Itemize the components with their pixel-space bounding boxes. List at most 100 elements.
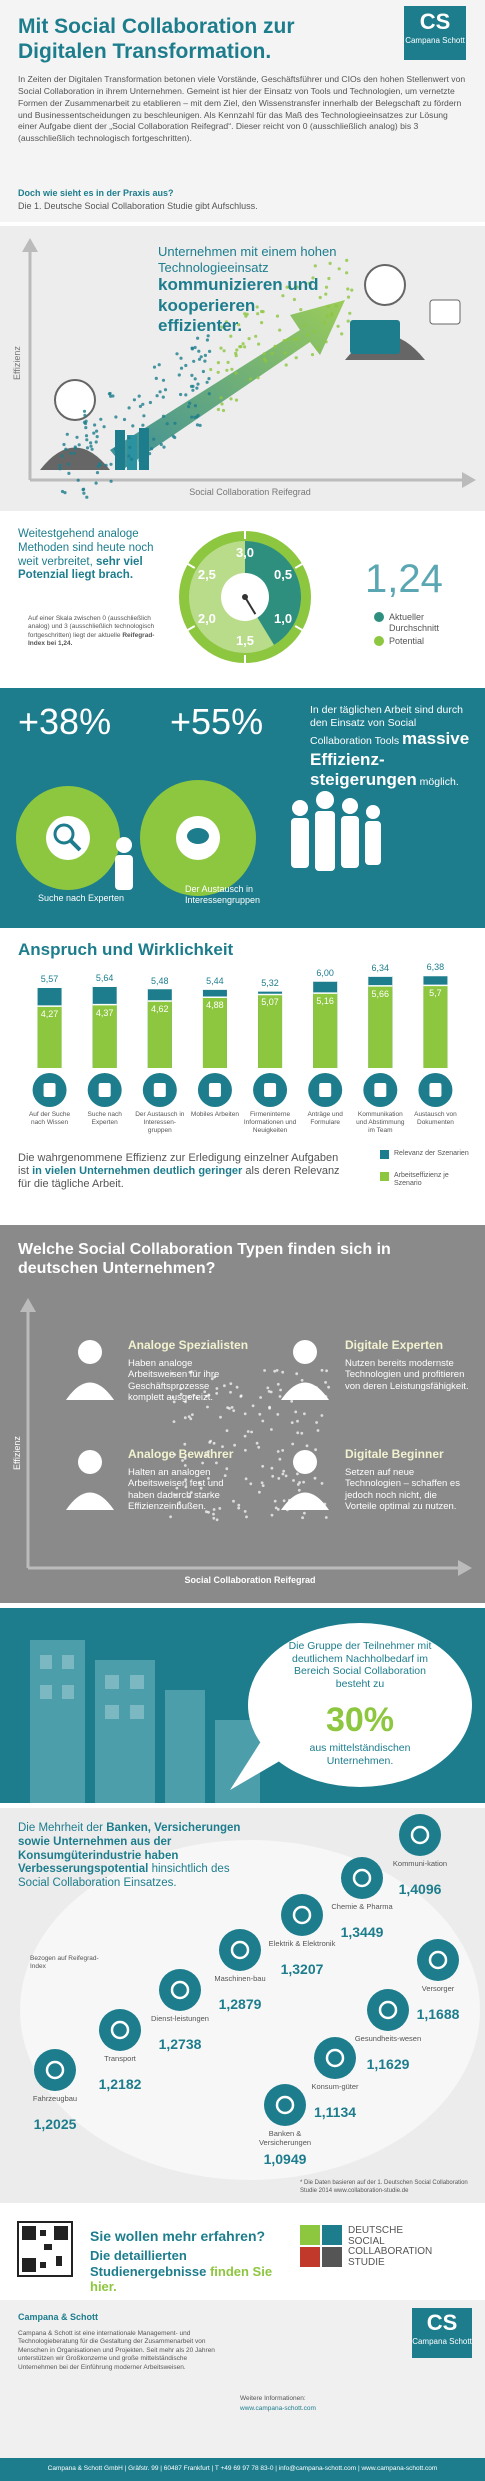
- decor-dot: [298, 1481, 301, 1484]
- decor-dot: [261, 310, 265, 314]
- decor-dot: [173, 421, 177, 425]
- decor-dot: [336, 324, 340, 328]
- decor-dot: [197, 349, 201, 353]
- decor-dot: [260, 321, 264, 325]
- industry-name: Maschinen-bau: [214, 1974, 266, 1983]
- decor-dot: [159, 442, 163, 447]
- decor-dot: [267, 1390, 271, 1393]
- decor-dot: [323, 320, 327, 324]
- logo-line: SOCIAL: [348, 2235, 385, 2247]
- decor-dot: [60, 454, 64, 458]
- decor-dot: [243, 312, 247, 316]
- decor-dot: [196, 382, 200, 386]
- decor-dot: [278, 1395, 282, 1398]
- decor-dot: [204, 1453, 208, 1457]
- x-axis-label: Social Collaboration Reifegrad: [189, 487, 311, 497]
- gauge-needle: [244, 596, 257, 615]
- note-bold: Reifegrad-Index bei 1,24.: [28, 631, 155, 648]
- decor-dot: [276, 1413, 280, 1416]
- value-label: 6,38: [426, 962, 445, 973]
- decor-dot: [92, 431, 96, 435]
- footer-info: Weitere Informationen:: [240, 2395, 306, 2402]
- decor-dot: [303, 1511, 306, 1515]
- decor-dot: [282, 1469, 286, 1473]
- decor-dot: [127, 436, 131, 440]
- value-label: 4,88: [206, 1000, 224, 1011]
- decor-dot: [216, 361, 220, 365]
- footer-bar: [0, 2458, 485, 2481]
- decor-dot: [299, 308, 303, 312]
- decor-dot: [216, 370, 220, 374]
- decor-dot: [261, 1419, 265, 1423]
- decor-dot: [263, 1369, 266, 1372]
- industry-name: Dienst-leistungen: [151, 2014, 209, 2023]
- decor-dot: [297, 1488, 301, 1492]
- decor-dot: [307, 281, 311, 285]
- potential-text: Weitestgehend analoge Methoden sind heut…: [18, 528, 158, 583]
- caption-end: als deren Relevanz für die tägliche Arbe…: [18, 1165, 340, 1191]
- footer-url[interactable]: www.campana-schott.com: [240, 2405, 316, 2412]
- x-tick-label: Kommunikation und Abstimmung im Team: [356, 1111, 405, 1134]
- decor-dot: [181, 1459, 184, 1462]
- decor-dot: [295, 337, 299, 341]
- decor-dot: [178, 1501, 182, 1504]
- decor-dot: [282, 1499, 286, 1503]
- category-icon-glyph: [429, 1083, 442, 1097]
- decor-dot: [320, 1368, 324, 1372]
- decor-dot: [58, 463, 62, 468]
- decor-dot: [67, 462, 71, 466]
- x-axis-label: Social Collaboration Reifegrad: [184, 1575, 316, 1585]
- decor-dot: [276, 1450, 280, 1453]
- decor-dot: [291, 1442, 295, 1446]
- industries-bold: Banken, Versicherungen sowie Unternehmen…: [18, 1822, 241, 1876]
- decor-dot: [190, 373, 194, 377]
- decor-dot: [248, 377, 253, 381]
- decor-dot: [142, 414, 146, 418]
- decor-dot: [345, 258, 349, 262]
- decor-dot: [241, 342, 245, 346]
- decor-dot: [183, 1457, 187, 1460]
- decor-dot: [60, 489, 65, 494]
- decor-dot: [198, 423, 202, 427]
- decor-dot: [82, 420, 87, 424]
- arrow-head: [20, 1298, 36, 1312]
- stat: +55%: [170, 701, 264, 742]
- decor-dot: [314, 1448, 317, 1452]
- bar: [423, 985, 448, 1068]
- decor-dot: [203, 353, 207, 357]
- person-left: [40, 379, 149, 470]
- bar: [147, 1001, 172, 1068]
- decor-dot: [131, 424, 135, 428]
- decor-dot: [132, 398, 136, 402]
- gauge-tick: [187, 563, 196, 569]
- decor-dot: [109, 462, 113, 466]
- x-tick-label: Auf der Suche nach Wissen: [28, 1111, 71, 1126]
- headline-bold: kommunizieren und kooperieren effiziente…: [158, 275, 319, 335]
- footnote: * Die Daten basieren auf der 1. Deutsche…: [300, 2180, 468, 2194]
- decor-dot: [275, 1369, 279, 1372]
- decor-dot: [67, 471, 71, 475]
- decor-dot: [324, 292, 328, 296]
- decor-dot: [207, 1510, 210, 1514]
- icon-bg: [46, 816, 90, 860]
- decor-dot: [315, 1386, 318, 1389]
- category-icon-glyph: [98, 1083, 111, 1097]
- decor-dot: [247, 337, 251, 341]
- decor-dot: [234, 398, 239, 402]
- decor-dot: [93, 423, 97, 427]
- decor-dot: [255, 305, 259, 309]
- decor-dot: [318, 295, 322, 300]
- decor-dot: [82, 491, 86, 495]
- decor-dot: [205, 1510, 208, 1514]
- type-text: Setzen auf neue Technologien – schaffen …: [345, 1467, 460, 1513]
- industry-icon-glyph: [275, 2095, 295, 2115]
- type-icons: [66, 1340, 329, 1510]
- type-text: Nutzen bereits modernste Technologien un…: [345, 1358, 469, 1392]
- decor-dot: [277, 1477, 281, 1480]
- decor-dot: [114, 415, 118, 419]
- decor-dot: [212, 1516, 216, 1520]
- value-label: 4,37: [95, 1007, 114, 1018]
- industry-value: 1,3207: [280, 1961, 324, 1977]
- building-windows: [40, 1655, 144, 1719]
